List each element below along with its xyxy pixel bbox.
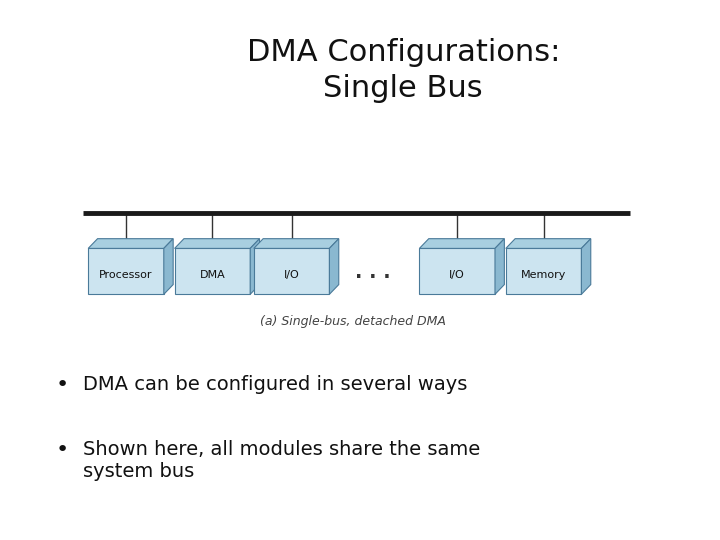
Text: Shown here, all modules share the same
system bus: Shown here, all modules share the same s… xyxy=(83,440,480,481)
Text: DMA Configurations:
Single Bus: DMA Configurations: Single Bus xyxy=(246,38,560,103)
Polygon shape xyxy=(163,239,173,294)
Polygon shape xyxy=(419,248,495,294)
Polygon shape xyxy=(174,248,251,294)
Polygon shape xyxy=(330,239,339,294)
Text: (a) Single-bus, detached DMA: (a) Single-bus, detached DMA xyxy=(260,315,446,328)
Text: DMA: DMA xyxy=(199,270,225,280)
Text: •: • xyxy=(55,440,68,460)
Polygon shape xyxy=(495,239,504,294)
Polygon shape xyxy=(419,239,504,248)
Text: . . .: . . . xyxy=(355,263,391,282)
Polygon shape xyxy=(254,248,330,294)
Text: I/O: I/O xyxy=(284,270,300,280)
Text: Processor: Processor xyxy=(99,270,153,280)
Polygon shape xyxy=(505,248,582,294)
Text: Memory: Memory xyxy=(521,270,567,280)
Text: DMA can be configured in several ways: DMA can be configured in several ways xyxy=(83,375,467,394)
Polygon shape xyxy=(505,239,590,248)
Polygon shape xyxy=(89,248,163,294)
Polygon shape xyxy=(251,239,260,294)
Polygon shape xyxy=(89,239,173,248)
Polygon shape xyxy=(582,239,590,294)
Text: •: • xyxy=(55,375,68,395)
Text: I/O: I/O xyxy=(449,270,465,280)
Polygon shape xyxy=(254,239,339,248)
Polygon shape xyxy=(174,239,260,248)
